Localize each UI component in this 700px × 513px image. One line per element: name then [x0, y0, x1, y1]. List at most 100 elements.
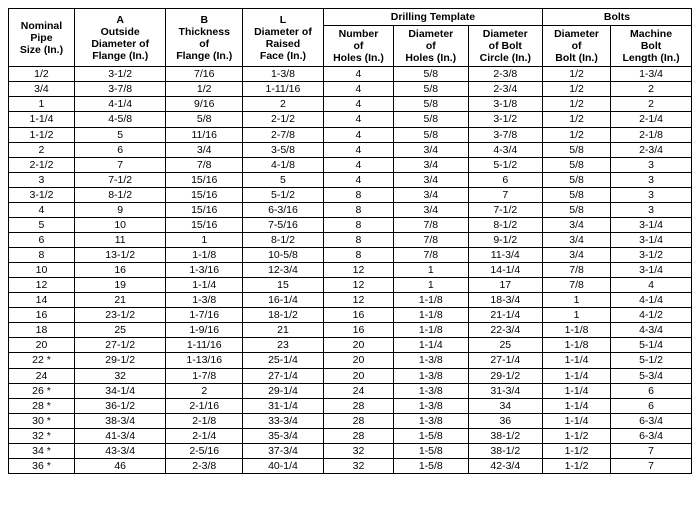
table-row: 10161-3/1612-3/412114-1/47/83-1/4 [9, 263, 692, 278]
cell: 1/2 [543, 127, 611, 142]
table-row: 36 *462-3/840-1/4321-5/842-3/41-1/27 [9, 458, 692, 473]
cell: 4 [611, 278, 692, 293]
cell: 42-3/4 [468, 458, 542, 473]
cell: 30 * [9, 413, 75, 428]
cell: 2 [611, 82, 692, 97]
table-row: 1-1/44-5/85/82-1/245/83-1/21/22-1/4 [9, 112, 692, 127]
cell: 1-5/8 [394, 428, 468, 443]
cell: 1/2 [166, 82, 243, 97]
cell: 2-3/8 [166, 458, 243, 473]
table-row: 18251-9/1621161-1/822-3/41-1/84-3/4 [9, 323, 692, 338]
cell: 1-3/8 [394, 413, 468, 428]
cell: 1-5/8 [394, 443, 468, 458]
cell: 4 [9, 202, 75, 217]
cell: 24 [323, 383, 393, 398]
cell: 8-1/2 [468, 217, 542, 232]
cell: 5-1/2 [468, 157, 542, 172]
cell: 16 [74, 263, 165, 278]
cell: 23-1/2 [74, 308, 165, 323]
cell: 33-3/4 [243, 413, 324, 428]
cell: 5-1/2 [243, 187, 324, 202]
cell: 3-1/8 [468, 97, 542, 112]
cell: 29-1/2 [468, 368, 542, 383]
cell: 5 [74, 127, 165, 142]
cell: 1-13/16 [166, 353, 243, 368]
cell: 14-1/4 [468, 263, 542, 278]
cell: 3/4 [166, 142, 243, 157]
cell: 10 [74, 217, 165, 232]
cell: 22 * [9, 353, 75, 368]
cell: 3 [611, 202, 692, 217]
cell: 5 [9, 217, 75, 232]
cell: 11/16 [166, 127, 243, 142]
cell: 6-3/16 [243, 202, 324, 217]
cell: 5/8 [543, 202, 611, 217]
cell: 3 [611, 157, 692, 172]
cell: 1-11/16 [243, 82, 324, 97]
cell: 2-1/8 [166, 413, 243, 428]
cell: 5 [243, 172, 324, 187]
cell: 7/8 [394, 248, 468, 263]
cell: 15 [243, 278, 324, 293]
cell: 2-3/8 [468, 67, 542, 82]
cell: 1-1/8 [166, 248, 243, 263]
cell: 1 [394, 263, 468, 278]
cell: 40-1/4 [243, 458, 324, 473]
cell: 6 [611, 398, 692, 413]
cell: 5/8 [543, 142, 611, 157]
cell: 8 [323, 187, 393, 202]
cell: 2-1/4 [611, 112, 692, 127]
cell: 5-1/4 [611, 338, 692, 353]
cell: 20 [323, 353, 393, 368]
cell: 32 [323, 443, 393, 458]
cell: 17 [468, 278, 542, 293]
table-row: 2-1/277/84-1/843/45-1/25/83 [9, 157, 692, 172]
cell: 19 [74, 278, 165, 293]
cell: 9/16 [166, 97, 243, 112]
cell: 16 [9, 308, 75, 323]
table-row: 1623-1/21-7/1618-1/2161-1/821-1/414-1/2 [9, 308, 692, 323]
cell: 2-5/16 [166, 443, 243, 458]
cell: 38-1/2 [468, 428, 542, 443]
cell: 7 [468, 187, 542, 202]
cell: 15/16 [166, 187, 243, 202]
cell: 1 [166, 232, 243, 247]
cell: 3-1/4 [611, 232, 692, 247]
cell: 2 [9, 142, 75, 157]
flange-spec-table: NominalPipeSize (In.) AOutsideDiameter o… [8, 8, 692, 474]
cell: 1-3/8 [243, 67, 324, 82]
cell: 1-1/4 [543, 398, 611, 413]
cell: 7 [74, 157, 165, 172]
cell: 7/8 [394, 232, 468, 247]
cell: 7/8 [166, 157, 243, 172]
cell: 7-1/2 [468, 202, 542, 217]
table-row: 1/23-1/27/161-3/845/82-3/81/21-3/4 [9, 67, 692, 82]
cell: 1-3/8 [394, 398, 468, 413]
cell: 4-3/4 [468, 142, 542, 157]
cell: 2-1/16 [166, 398, 243, 413]
cell: 1/2 [543, 67, 611, 82]
cell: 26 * [9, 383, 75, 398]
cell: 1/2 [543, 112, 611, 127]
cell: 38-3/4 [74, 413, 165, 428]
col-group-bolts: Bolts [543, 9, 692, 26]
cell: 15/16 [166, 217, 243, 232]
cell: 1-7/8 [166, 368, 243, 383]
cell: 2-1/8 [611, 127, 692, 142]
cell: 1-1/8 [394, 293, 468, 308]
table-row: 3-1/28-1/215/165-1/283/475/83 [9, 187, 692, 202]
cell: 7/16 [166, 67, 243, 82]
cell: 1-3/4 [611, 67, 692, 82]
cell: 4-1/4 [74, 97, 165, 112]
cell: 1-1/4 [543, 413, 611, 428]
cell: 1-1/2 [9, 127, 75, 142]
cell: 20 [323, 368, 393, 383]
table-row: 37-1/215/16543/465/83 [9, 172, 692, 187]
cell: 1-3/8 [394, 368, 468, 383]
cell: 5/8 [543, 187, 611, 202]
cell: 1-1/8 [394, 308, 468, 323]
cell: 14 [9, 293, 75, 308]
cell: 36 * [9, 458, 75, 473]
cell: 29-1/2 [74, 353, 165, 368]
cell: 1-1/4 [543, 353, 611, 368]
